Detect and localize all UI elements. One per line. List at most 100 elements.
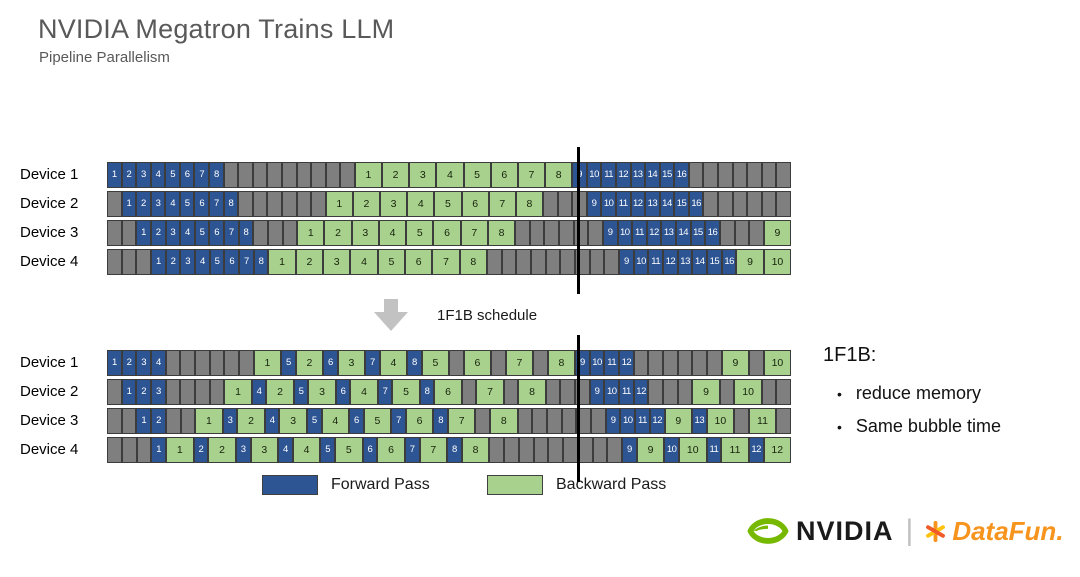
idle-cell bbox=[121, 249, 137, 275]
forward-cell: 8 bbox=[419, 379, 435, 405]
idle-cell bbox=[449, 350, 464, 376]
forward-cell: 3 bbox=[165, 220, 181, 246]
forward-cell: 11 bbox=[635, 408, 650, 434]
forward-cell: 13 bbox=[661, 220, 676, 246]
forward-cell: 2 bbox=[121, 350, 137, 376]
forward-cell: 9 bbox=[619, 249, 634, 275]
forward-cell: 2 bbox=[150, 220, 166, 246]
idle-cell bbox=[573, 220, 589, 246]
idle-cell bbox=[604, 249, 620, 275]
idle-cell bbox=[311, 162, 326, 188]
idle-cell bbox=[281, 191, 297, 217]
schedule-chart-default: Device 11234567812345678910111213141516D… bbox=[20, 147, 792, 294]
backward-cell: 3 bbox=[409, 162, 437, 188]
idle-cell bbox=[504, 437, 519, 463]
idle-cell bbox=[165, 350, 181, 376]
forward-cell: 13 bbox=[691, 408, 707, 434]
idle-cell bbox=[180, 379, 196, 405]
timeline: 1 1 2 2 3 3 4 4 5 5 6 6 7 7 8 8 9 9 10 10 11 11 12 12 bbox=[107, 437, 791, 463]
timeline: 1 2 3 1 4 2 5 3 6 4 7 5 8 6 7 8 9 10 11 12 9 10 bbox=[107, 379, 792, 405]
backward-cell: 4 bbox=[407, 191, 435, 217]
backward-cell: 9 bbox=[763, 220, 791, 246]
forward-cell: 10 bbox=[586, 162, 602, 188]
idle-cell bbox=[560, 249, 576, 275]
forward-cell: 8 bbox=[209, 162, 224, 188]
idle-cell bbox=[607, 437, 622, 463]
backward-cell: 1 bbox=[268, 249, 296, 275]
idle-cell bbox=[516, 249, 532, 275]
legend-backward: Backward Pass bbox=[487, 475, 666, 495]
forward-cell: 11 bbox=[648, 249, 664, 275]
arrow-head bbox=[374, 312, 408, 331]
note-text: Same bubble time bbox=[855, 416, 1001, 436]
idle-cell bbox=[692, 350, 708, 376]
idle-cell bbox=[563, 437, 578, 463]
backward-pass-label: Backward Pass bbox=[556, 476, 667, 493]
forward-cell: 2 bbox=[165, 249, 181, 275]
forward-cell: 5 bbox=[179, 191, 195, 217]
idle-cell bbox=[296, 191, 312, 217]
idle-cell bbox=[136, 437, 152, 463]
arrow-label: 1F1B schedule bbox=[437, 307, 538, 324]
forward-cell: 11 bbox=[706, 437, 722, 463]
forward-cell: 11 bbox=[619, 379, 634, 405]
backward-cell: 7 bbox=[447, 408, 476, 434]
idle-cell bbox=[544, 220, 559, 246]
forward-cell: 6 bbox=[209, 220, 224, 246]
forward-cell: 1 bbox=[107, 350, 122, 376]
forward-cell: 3 bbox=[235, 437, 251, 463]
forward-cell: 10 bbox=[633, 249, 649, 275]
backward-cell: 3 bbox=[279, 408, 307, 434]
forward-cell: 16 bbox=[674, 162, 689, 188]
forward-cell: 8 bbox=[238, 220, 254, 246]
forward-cell: 3 bbox=[136, 162, 151, 188]
slide-subtitle: Pipeline Parallelism bbox=[39, 49, 170, 66]
idle-cell bbox=[677, 350, 693, 376]
device-label: Device 3 bbox=[20, 224, 79, 241]
backward-cell: 7 bbox=[505, 350, 534, 376]
timeline: 1 2 1 3 2 4 3 5 4 6 5 7 6 8 7 8 9 10 11 12 9 13 10 11 bbox=[107, 408, 791, 434]
arrow-shaft bbox=[384, 299, 398, 312]
forward-cell: 7 bbox=[377, 379, 393, 405]
forward-cell: 6 bbox=[349, 408, 364, 434]
forward-pass-swatch bbox=[262, 475, 318, 495]
forward-cell: 5 bbox=[165, 162, 180, 188]
backward-cell: 6 bbox=[461, 191, 489, 217]
slide-title: NVIDIA Megatron Trains LLM bbox=[38, 14, 395, 44]
forward-cell: 14 bbox=[692, 249, 708, 275]
backward-cell: 1 bbox=[253, 350, 282, 376]
forward-cell: 16 bbox=[705, 220, 720, 246]
backward-cell: 2 bbox=[382, 162, 410, 188]
idle-cell bbox=[107, 408, 122, 434]
backward-cell: 11 bbox=[721, 437, 749, 463]
idle-cell bbox=[267, 191, 282, 217]
forward-cell: 1 bbox=[151, 249, 166, 275]
forward-cell: 12 bbox=[630, 191, 646, 217]
idle-cell bbox=[107, 379, 122, 405]
backward-cell: 9 bbox=[636, 437, 665, 463]
forward-cell: 12 bbox=[633, 379, 649, 405]
forward-cell: 7 bbox=[194, 162, 210, 188]
idle-cell bbox=[749, 350, 764, 376]
idle-cell bbox=[209, 379, 225, 405]
forward-cell: 4 bbox=[278, 437, 293, 463]
forward-cell: 7 bbox=[391, 408, 406, 434]
backward-cell: 5 bbox=[377, 249, 406, 275]
idle-cell bbox=[532, 408, 547, 434]
forward-cell: 3 bbox=[180, 249, 196, 275]
backward-cell: 6 bbox=[434, 379, 462, 405]
backward-cell: 1 bbox=[325, 191, 353, 217]
idle-cell bbox=[501, 249, 517, 275]
forward-cell: 3 bbox=[136, 350, 152, 376]
timeline: 1 2 3 4 1 5 2 6 3 7 4 8 5 6 7 8 9 10 11 12 9 10 bbox=[107, 350, 792, 376]
idle-cell bbox=[776, 162, 791, 188]
idle-cell bbox=[719, 379, 735, 405]
schedule-row: Device 4 1 2 3 4 5 6 7 8 1 2 3 4 5 6 7 8 9 10 11 12 13 14 15 16 9… bbox=[20, 249, 792, 275]
device-label: Device 3 bbox=[20, 412, 79, 429]
idle-cell bbox=[776, 408, 791, 434]
forward-cell: 2 bbox=[136, 191, 151, 217]
forward-cell: 13 bbox=[645, 191, 660, 217]
idle-cell bbox=[121, 408, 137, 434]
